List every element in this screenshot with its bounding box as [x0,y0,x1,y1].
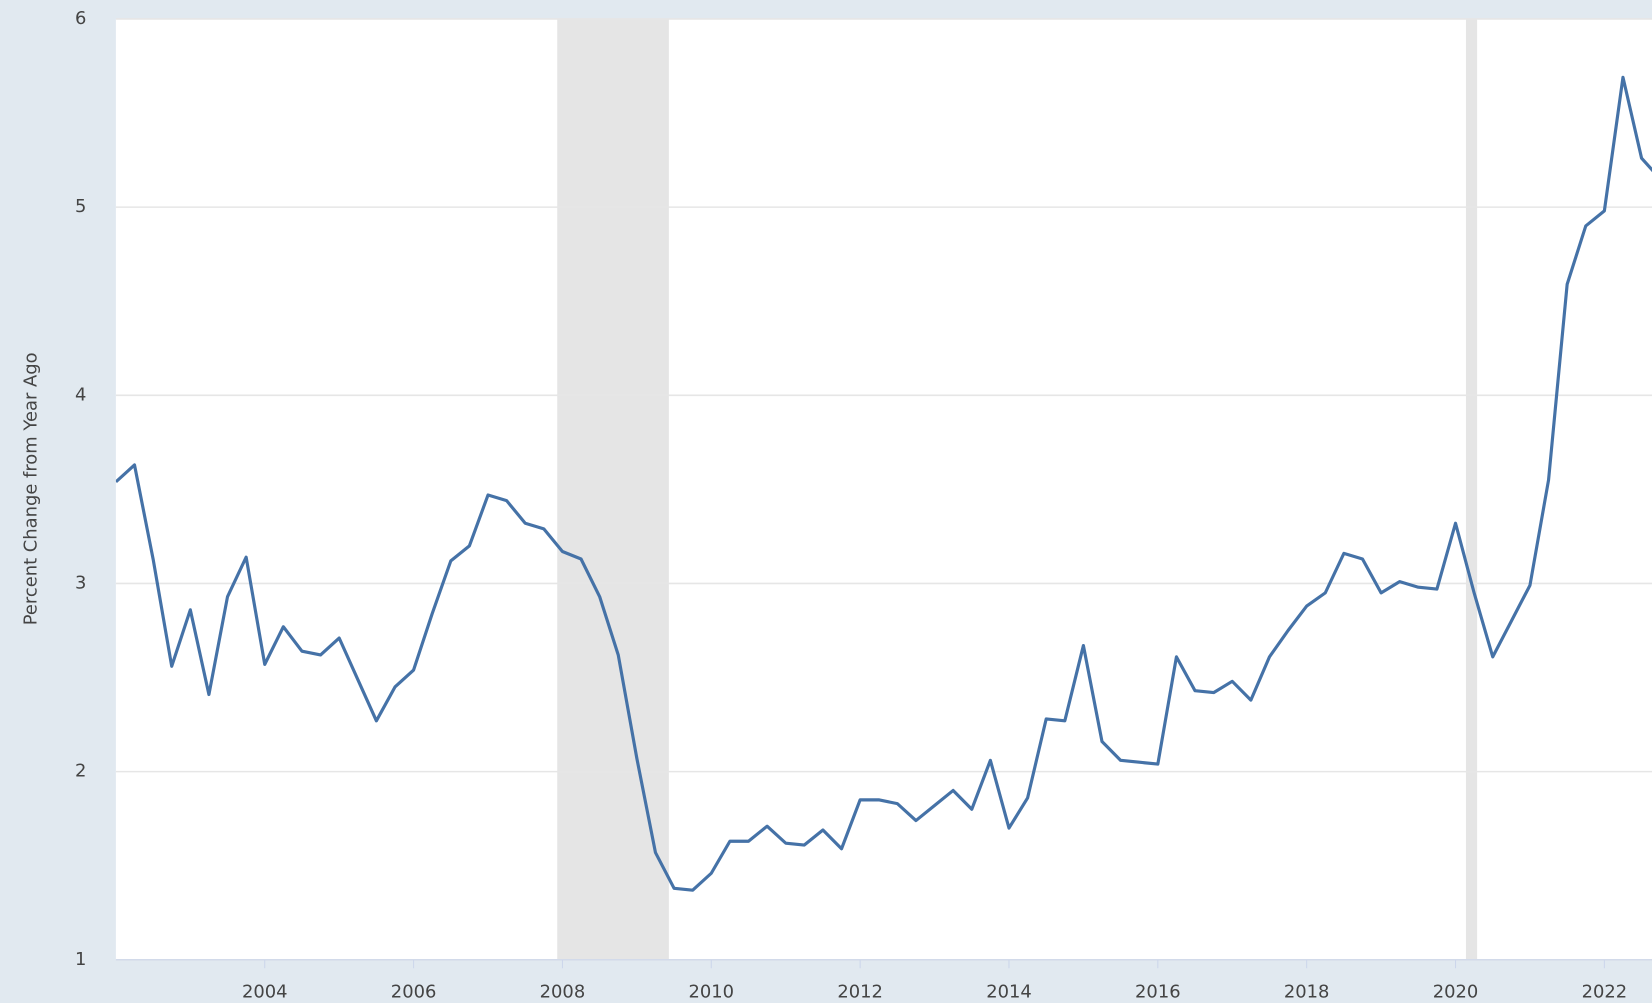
x-tick-label: 2018 [1284,981,1330,1002]
y-tick-label: 3 [75,572,86,593]
plot-area [115,18,1652,960]
y-axis-label: Percent Change from Year Ago [21,352,42,625]
x-tick-label: 2014 [986,981,1032,1002]
x-tick-label: 2008 [540,981,586,1002]
plot-layer [115,18,1652,961]
x-tick-label: 2022 [1582,981,1628,1002]
x-tick-label: 2010 [688,981,734,1002]
x-tick-label: 2016 [1135,981,1181,1002]
y-tick-label: 6 [75,8,86,29]
x-tick-label: 2004 [242,981,288,1002]
recession-band [1465,18,1478,960]
data-line [115,75,1652,892]
y-tick-label: 1 [75,949,86,970]
recession-band [557,18,669,960]
x-tick-label: 2006 [391,981,437,1002]
y-tick-label: 5 [75,196,86,217]
x-tick-label: 2012 [837,981,883,1002]
x-tick-label: 2020 [1433,981,1479,1002]
y-tick-label: 4 [75,384,86,405]
y-tick-label: 2 [75,761,86,782]
